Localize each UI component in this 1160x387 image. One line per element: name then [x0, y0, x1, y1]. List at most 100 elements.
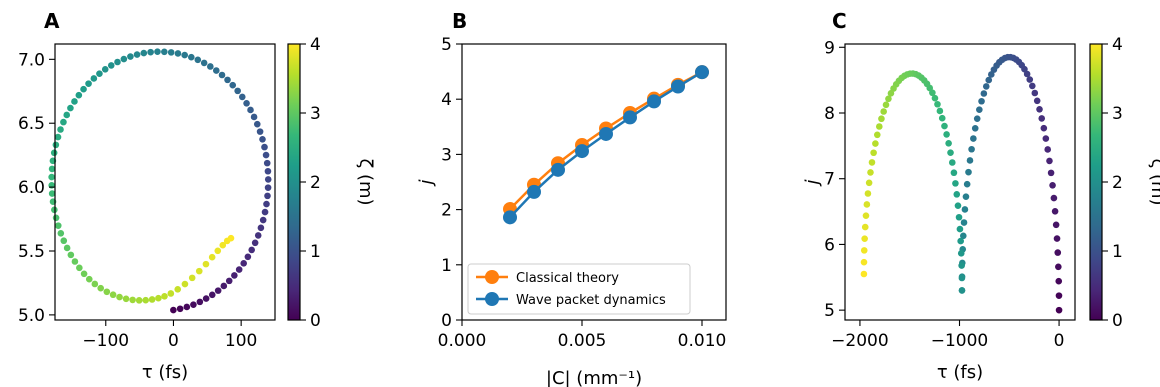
- panel-a-point: [259, 216, 267, 224]
- panel-c-point: [880, 108, 887, 115]
- panel-a-point: [90, 75, 98, 82]
- panel-a-point: [190, 301, 197, 308]
- panel-c-point: [1049, 181, 1056, 189]
- panel-c: C −2000 −1000 0 5 6 7 8 9 τ (fs) j 0 1 2 3 4 ζ (m): [802, 9, 1160, 383]
- panel-c-point: [961, 206, 969, 213]
- panel-a-point: [170, 306, 177, 314]
- panel-a-point: [50, 149, 58, 157]
- panel-a-point: [200, 59, 208, 67]
- panel-a-point: [264, 167, 272, 175]
- panel-a-point: [250, 113, 258, 121]
- panel-c-point: [954, 202, 962, 209]
- panel-c-point: [957, 237, 964, 245]
- panel-c-point: [1055, 292, 1063, 299]
- panel-c-point: [868, 159, 876, 166]
- panel-a-point: [52, 214, 60, 222]
- panel-a-ytick-label: 6.5: [18, 114, 45, 134]
- panel-c-point: [1046, 157, 1053, 165]
- panel-c-point: [887, 90, 895, 97]
- panel-c-point: [1040, 124, 1048, 132]
- panel-b-xtick-label: 0.000: [438, 331, 487, 351]
- panel-c-marks: [860, 53, 1063, 314]
- panel-a-point: [67, 251, 75, 259]
- series-wave-point: [575, 144, 589, 159]
- panel-c-point: [1055, 263, 1062, 271]
- panel-c-point: [1029, 82, 1036, 90]
- panel-c-point: [936, 107, 944, 115]
- panel-label-a: A: [44, 9, 60, 33]
- panel-a-point: [161, 48, 168, 56]
- panel-a-point: [214, 287, 222, 294]
- panel-c-colorbar-ticks: 0 1 2 3 4: [1102, 35, 1123, 331]
- panel-a-cb-tick-label: 0: [310, 311, 321, 331]
- panel-a-point: [161, 292, 168, 300]
- panel-c-ytick-label: 8: [824, 104, 835, 124]
- panel-a-point: [85, 275, 93, 283]
- panel-a-point: [76, 264, 83, 272]
- panel-a-point: [60, 237, 68, 245]
- panel-c-point: [973, 115, 981, 122]
- panel-c-point: [1038, 115, 1046, 122]
- panel-a-point: [257, 224, 265, 232]
- panel-a-point: [256, 128, 264, 135]
- panel-a-cb-tick-label: 1: [310, 242, 321, 262]
- panel-a-ticks: −100 0 100 5.0 5.5 6.0 6.5 7.0: [18, 50, 257, 351]
- panel-c-ytick-label: 6: [824, 235, 835, 255]
- panel-a-ytick-label: 6.0: [18, 178, 45, 198]
- panel-c-point: [966, 157, 974, 164]
- panel-b: B 0.000 0.005 0.010 0 1 2 3 4 5 |C| (mm⁻¹) j Cla…: [416, 9, 727, 387]
- panel-a-point: [109, 291, 117, 299]
- panel-a-point: [103, 288, 111, 296]
- panel-label-c: C: [832, 9, 847, 33]
- panel-a-point: [234, 87, 241, 95]
- panel-c-point: [950, 169, 958, 177]
- panel-a-point: [264, 176, 272, 183]
- panel-a-point: [243, 99, 250, 107]
- panel-a-point: [202, 295, 210, 302]
- panel-c-ytick-label: 9: [824, 38, 835, 58]
- panel-b-ytick-label: 0: [441, 311, 452, 331]
- panel-b-ytick-label: 3: [441, 145, 452, 165]
- panel-label-b: B: [452, 9, 467, 33]
- panel-a-point: [133, 51, 141, 58]
- panel-a-point: [176, 305, 184, 313]
- panel-a-point: [231, 272, 238, 279]
- panel-a-point: [54, 222, 62, 229]
- panel-a-point: [238, 93, 246, 101]
- panel-c-point: [1033, 97, 1041, 105]
- panel-a-xtick-label: 0: [168, 331, 179, 351]
- panel-b-ylabel: j: [416, 179, 437, 187]
- panel-c-point: [941, 122, 948, 130]
- panel-c-point: [978, 97, 985, 105]
- panel-a-point: [52, 141, 60, 149]
- panel-c-point: [958, 274, 966, 282]
- panel-a-point: [101, 66, 109, 73]
- panel-a-point: [67, 104, 74, 112]
- panel-a-point: [80, 85, 87, 93]
- panel-c-point: [1050, 194, 1058, 202]
- panel-c-point: [864, 190, 872, 197]
- panel-c-xlabel: τ (fs): [937, 362, 983, 383]
- panel-a-point: [54, 133, 62, 141]
- panel-c-point: [971, 125, 979, 132]
- panel-c-ticks: −2000 −1000 0 5 6 7 8 9: [824, 38, 1064, 351]
- panel-c-point: [958, 262, 965, 269]
- panel-a-point: [261, 143, 268, 151]
- panel-a-point: [48, 165, 56, 173]
- panel-c-point: [1026, 76, 1034, 83]
- panel-c-point: [938, 114, 946, 122]
- panel-c-cb-tick-label: 3: [1112, 104, 1123, 124]
- panel-c-point: [952, 180, 959, 187]
- panel-a-point: [63, 111, 71, 119]
- panel-a-colorbar-ticks: 0 1 2 3 4: [300, 35, 321, 331]
- panel-a-point: [212, 67, 220, 74]
- panel-a-point: [181, 280, 189, 288]
- panel-b-frame: [461, 43, 727, 321]
- panel-c-point: [861, 223, 869, 231]
- panel-c-point: [948, 159, 956, 166]
- panel-c-colorbar: [1090, 44, 1102, 320]
- legend-wave-marker: [485, 292, 499, 306]
- panel-c-point: [882, 101, 890, 109]
- panel-a-point: [208, 253, 216, 261]
- panel-a-point: [91, 280, 99, 288]
